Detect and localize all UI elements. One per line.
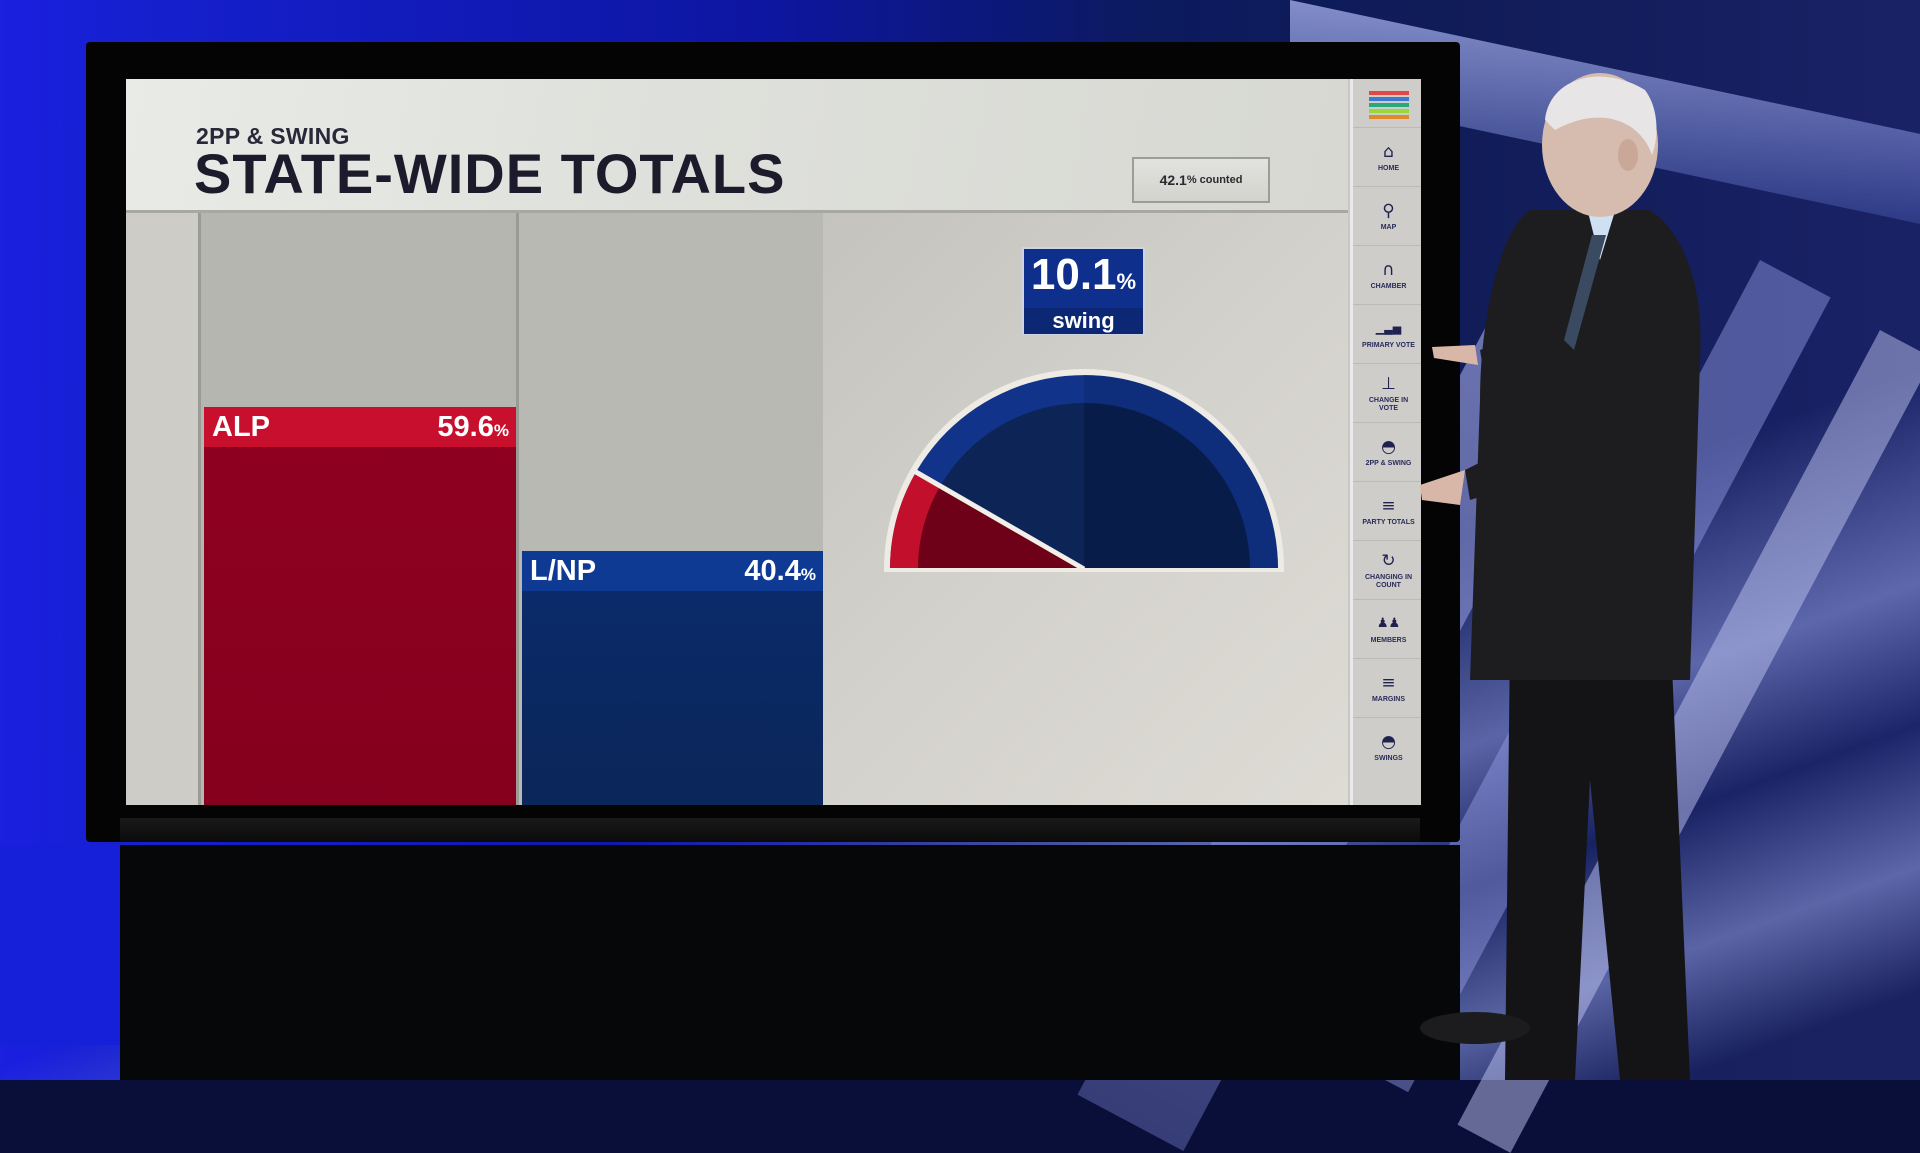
bar-lnp[interactable]: L/NP 40.4% — [522, 551, 826, 805]
bar-column-lnp: L/NP 40.4% — [516, 213, 826, 805]
bar-column-alp: ALP 59.6% — [198, 213, 519, 805]
party-percent: 59.6% — [437, 410, 509, 443]
counted-value: 42.1 — [1159, 172, 1187, 188]
swing-label: swing — [1024, 308, 1143, 334]
party-name: L/NP — [530, 554, 597, 587]
party-name: ALP — [212, 410, 270, 443]
map-pin-icon: ⚲ — [1382, 200, 1395, 221]
sidebar-item-home[interactable]: ⌂ HOME — [1353, 127, 1421, 186]
sidebar-item-swings[interactable]: ◓ SWINGS — [1353, 717, 1421, 776]
counted-label: % counted — [1186, 174, 1243, 186]
half-pie-icon: ◓ — [1381, 436, 1396, 457]
home-icon: ⌂ — [1383, 141, 1394, 162]
sidebar-item-2pp-swing[interactable]: ◓ 2PP & SWING — [1353, 422, 1421, 481]
people-icon: ♟♟ — [1376, 615, 1401, 631]
sidebar-item-margins[interactable]: ≡ MARGINS — [1353, 658, 1421, 717]
sidebar-item-chamber[interactable]: ∩ CHAMBER — [1353, 245, 1421, 304]
swing-badge: 10.1% swing — [1022, 247, 1145, 335]
page-title: STATE-WIDE TOTALS — [194, 142, 786, 205]
party-percent: 40.4% — [744, 554, 816, 587]
half-pie-icon: ◓ — [1381, 731, 1396, 752]
bar-alp[interactable]: ALP 59.6% — [204, 407, 519, 805]
sidebar-item-changing-in-count[interactable]: ↻ CHANGING IN COUNT — [1353, 540, 1421, 599]
page-subtitle: 2PP & SWING — [196, 123, 350, 149]
list-bars-icon: ≡ — [1381, 495, 1396, 516]
sidebar-item-party-totals[interactable]: ≡ PARTY TOTALS — [1353, 481, 1421, 540]
refresh-icon: ↻ — [1381, 550, 1396, 571]
bar-body-alp — [204, 447, 519, 805]
sidebar-item-primary-vote[interactable]: ▁▃▅ PRIMARY VOTE — [1353, 304, 1421, 363]
bar-body-lnp — [522, 591, 826, 805]
monitor-stand — [120, 845, 1460, 1080]
sidebar-item-change-in-vote[interactable]: ⊥ CHANGE IN VOTE — [1353, 363, 1421, 422]
monitor-ledge — [120, 818, 1420, 842]
swing-value: 10.1% — [1030, 250, 1137, 299]
sidebar-item-members[interactable]: ♟♟ MEMBERS — [1353, 599, 1421, 658]
studio-wall-left — [0, 845, 125, 1045]
sidebar-item-map[interactable]: ⚲ MAP — [1353, 186, 1421, 245]
counted-badge: 42.1% counted — [1132, 157, 1270, 203]
screen-header: 2PP & SWING STATE-WIDE TOTALS 42.1% coun… — [126, 79, 1348, 213]
change-chart-icon: ⊥ — [1381, 373, 1396, 394]
bar-label-lnp: L/NP 40.4% — [522, 551, 826, 591]
list-bars-icon: ≡ — [1381, 672, 1396, 693]
swing-gauge[interactable] — [878, 365, 1290, 575]
bar-chart-icon: ▁▃▅ — [1375, 321, 1402, 335]
chamber-icon: ∩ — [1382, 259, 1395, 280]
presenter — [1420, 73, 1701, 1080]
bar-label-alp: ALP 59.6% — [204, 407, 519, 447]
rainbow-logo-icon[interactable] — [1368, 91, 1409, 119]
nav-sidebar: ⌂ HOME ⚲ MAP ∩ CHAMBER ▁▃▅ PRIMARY VOTE … — [1350, 79, 1421, 805]
